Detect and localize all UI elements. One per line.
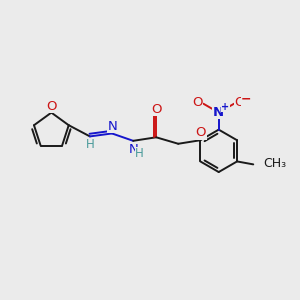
Text: O: O xyxy=(46,100,57,112)
Text: O: O xyxy=(195,126,206,139)
Text: +: + xyxy=(221,102,229,112)
Text: H: H xyxy=(85,138,94,151)
Text: O: O xyxy=(151,103,161,116)
Text: N: N xyxy=(129,143,138,156)
Text: −: − xyxy=(241,92,252,106)
Text: N: N xyxy=(107,120,117,133)
Text: N: N xyxy=(213,106,224,119)
Text: H: H xyxy=(135,147,144,160)
Text: O: O xyxy=(235,96,245,109)
Text: CH₃: CH₃ xyxy=(263,157,286,170)
Text: O: O xyxy=(192,96,203,109)
